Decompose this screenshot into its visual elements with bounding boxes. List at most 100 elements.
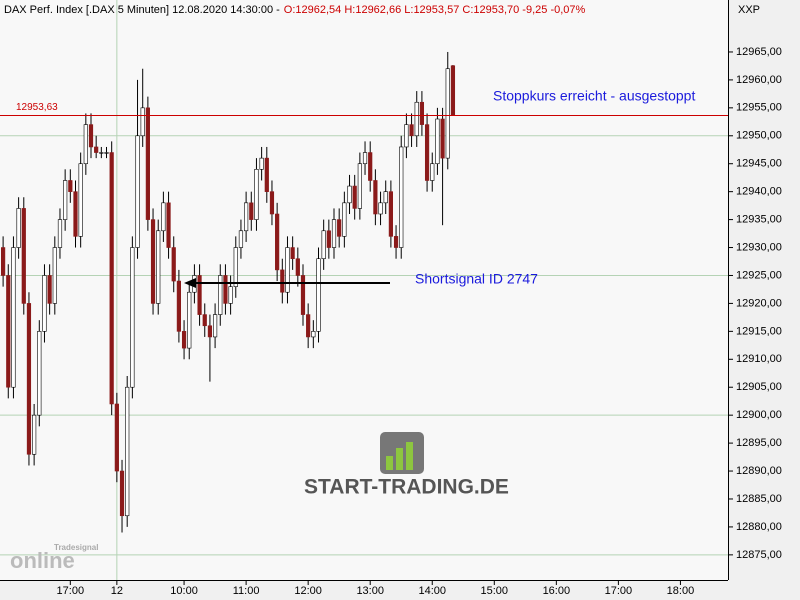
candle-body <box>21 208 26 304</box>
candle-body <box>104 152 109 154</box>
candle-body <box>145 107 150 220</box>
candle-body <box>357 163 362 209</box>
watermark: online <box>10 548 75 573</box>
candle-body <box>135 135 140 248</box>
y-tick-label: 12925,00 <box>736 269 782 281</box>
candle-body <box>275 213 280 271</box>
candle-body <box>430 163 435 181</box>
candle-body <box>321 230 326 260</box>
candle-body <box>419 101 425 125</box>
candle-body <box>409 124 414 137</box>
candle-body <box>11 247 16 388</box>
y-tick-label: 12935,00 <box>736 214 782 226</box>
candle-body <box>404 124 409 148</box>
candle-body <box>16 208 21 248</box>
x-tick-label: 11:00 <box>233 585 260 597</box>
x-tick-label: 15:00 <box>481 585 509 597</box>
logo-bar <box>396 448 403 470</box>
candle-body <box>399 146 404 248</box>
arrow-head <box>184 278 196 288</box>
candle-body <box>300 275 306 315</box>
annotation: Shortsignal ID 2747 <box>415 271 538 287</box>
candle-body <box>202 314 207 327</box>
candle-body <box>347 185 352 204</box>
candle-body <box>316 258 321 332</box>
candle-body <box>264 157 269 192</box>
x-tick-label: 12:00 <box>294 585 322 597</box>
y-tick-label: 12905,00 <box>736 381 782 393</box>
logo <box>380 432 424 474</box>
candle-body <box>26 303 32 455</box>
candle-body <box>259 157 264 170</box>
candle-body <box>445 68 450 159</box>
watermark: Tradesignal <box>54 543 98 552</box>
candle-body <box>156 230 161 304</box>
arrow <box>184 278 390 288</box>
candle-body <box>331 219 337 248</box>
candle-body <box>78 163 83 237</box>
candle-body <box>37 331 42 416</box>
logo-bar <box>386 456 393 470</box>
candle-body <box>52 247 57 304</box>
y-tick-label: 12920,00 <box>736 297 782 309</box>
stop-line-label: 12953,63 <box>16 102 58 113</box>
candle-body <box>383 191 388 204</box>
candle-body <box>368 152 373 181</box>
logo-bar <box>406 442 413 470</box>
y-tick-label: 12890,00 <box>736 465 782 477</box>
candle-body <box>32 414 37 455</box>
y-tick-label: 12880,00 <box>736 521 782 533</box>
y-tick-label: 12940,00 <box>736 186 782 198</box>
x-tick-label: 14:00 <box>418 585 446 597</box>
candle-body <box>42 275 47 332</box>
x-tick-label: 10:00 <box>170 585 198 597</box>
candle-body <box>424 124 430 181</box>
candle-body <box>218 275 223 315</box>
candle-body <box>187 291 192 349</box>
candle-body <box>83 124 88 165</box>
candle-body <box>326 230 331 248</box>
candle-body <box>99 152 104 154</box>
x-tick-label: 13:00 <box>356 585 384 597</box>
candle-body <box>68 180 73 192</box>
candle-body <box>440 118 445 159</box>
y-tick-label: 12950,00 <box>736 130 782 142</box>
candle-body <box>280 269 285 293</box>
candle-body <box>244 202 249 232</box>
candle-body <box>352 185 357 209</box>
candle-body <box>285 247 290 293</box>
y-tick-label: 12900,00 <box>736 409 782 421</box>
candle-body <box>414 101 419 137</box>
x-tick-label: 12 <box>111 585 123 597</box>
candle-body <box>388 191 393 237</box>
candle-body <box>373 180 378 215</box>
candle-body <box>362 152 368 165</box>
candle-body <box>1 247 6 276</box>
candle-body <box>450 65 456 116</box>
candle-body <box>228 286 233 304</box>
y-tick-label: 12885,00 <box>736 493 782 505</box>
candle-body <box>57 219 63 248</box>
chart-title: DAX Perf. Index [.DAX 5 Minuten] 12.08.2… <box>4 4 280 16</box>
candle-body <box>249 202 254 220</box>
candle-body <box>130 247 135 388</box>
watermark: START-TRADING.DE <box>304 476 509 499</box>
candle-body <box>88 124 94 148</box>
x-tick-label: 16:00 <box>543 585 571 597</box>
candle-body <box>114 403 119 472</box>
candle-body <box>295 258 300 276</box>
candle-body <box>140 107 145 137</box>
candle-body <box>73 191 78 237</box>
y-tick-label: 12895,00 <box>736 437 782 449</box>
y-tick-label: 12915,00 <box>736 325 782 337</box>
candle-body <box>233 247 238 287</box>
y-tick-label: 12910,00 <box>736 353 782 365</box>
candle-body <box>161 202 166 232</box>
x-tick-label: 17:00 <box>57 585 85 597</box>
candle-body <box>47 275 52 304</box>
y-tick-label: 12875,00 <box>736 549 782 561</box>
candle-body <box>269 191 275 215</box>
candle-body <box>290 247 295 260</box>
candle-body <box>181 331 187 349</box>
candle-body <box>197 275 202 315</box>
